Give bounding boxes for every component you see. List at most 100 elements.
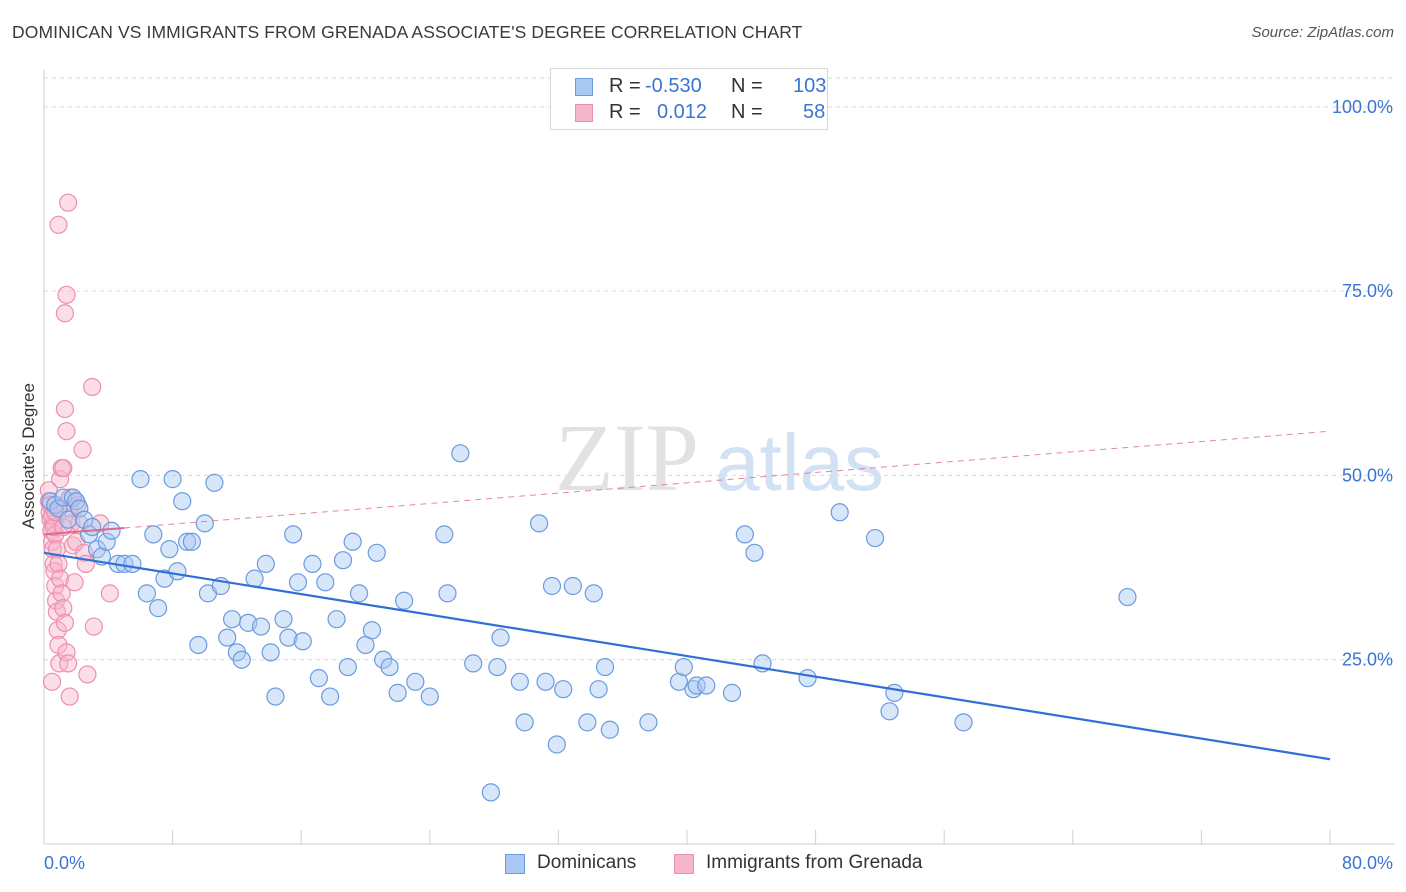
dominican-point — [163, 470, 182, 489]
dominican-point — [160, 540, 179, 559]
grenada-point — [100, 584, 120, 603]
dominican-point — [451, 444, 470, 463]
dominican-point — [438, 584, 457, 603]
legend-r-label: R = — [609, 75, 641, 97]
dominican-point — [251, 617, 271, 636]
dominican-point — [173, 492, 192, 511]
grenada-point — [57, 422, 76, 441]
grenada-point — [83, 377, 102, 397]
grenada-point — [55, 613, 74, 632]
dominican-point — [554, 680, 573, 699]
dominican-point — [687, 676, 706, 695]
dominican-point — [102, 521, 121, 540]
dominican-point — [1118, 587, 1137, 607]
dominican-point — [367, 543, 386, 562]
dominican-point — [362, 621, 382, 640]
dominican-point — [256, 554, 275, 573]
dominican-point — [205, 473, 224, 492]
legend-n-value: 58 — [803, 101, 826, 123]
legend-label: Immigrants from Grenada — [706, 852, 923, 873]
correlation-legend: R = -0.530 N = 103 R = 0.012 N = 58 — [550, 68, 828, 130]
dominican-point — [954, 713, 973, 732]
dominican-point — [137, 584, 156, 603]
grenada-point — [49, 215, 68, 234]
dominican-point — [491, 628, 510, 647]
dominican-point — [288, 573, 308, 592]
x-tick-label-min: 0.0% — [44, 853, 85, 873]
grenada-point — [78, 665, 97, 684]
y-tick-label: 25.0% — [1342, 650, 1393, 670]
dominican-point — [865, 528, 885, 548]
dominican-trend-line — [43, 551, 1331, 761]
dominican-point — [464, 654, 483, 673]
legend-n-label: N = — [731, 101, 763, 123]
dominican-points — [41, 444, 1137, 802]
x-tick-label-max: 80.0% — [1342, 853, 1393, 873]
dominican-point — [195, 514, 214, 533]
dominican-point — [435, 525, 454, 544]
grenada-point — [84, 617, 103, 636]
dominican-point — [266, 687, 285, 706]
dominican-point — [293, 632, 312, 651]
dominican-point — [222, 610, 242, 629]
dominican-point — [131, 470, 150, 489]
dominican-point — [578, 713, 597, 732]
axes — [43, 70, 1395, 845]
grenada-point — [60, 687, 79, 706]
dominican-point — [722, 683, 742, 702]
legend-label: Dominicans — [537, 852, 637, 873]
dominican-point — [59, 510, 78, 529]
dominican-point — [406, 672, 425, 691]
dominican-point — [123, 554, 142, 573]
dominican-point — [168, 562, 187, 581]
watermark-zip: ZIP — [555, 404, 699, 511]
legend-r-value: 0.012 — [657, 101, 708, 123]
legend-swatch-pink — [575, 104, 593, 122]
legend-n-value: 103 — [793, 75, 827, 97]
dominican-point — [303, 554, 322, 573]
grid-lines — [44, 77, 1395, 661]
dominican-point — [745, 543, 764, 562]
tick-labels: 25.0% 50.0% 75.0% 100.0% 0.0% 80.0% — [44, 97, 1393, 873]
dominican-point — [218, 628, 237, 647]
grenada-point — [48, 621, 67, 640]
dominican-point — [232, 650, 251, 669]
dominican-point — [327, 610, 346, 629]
legend-r-value: -0.530 — [645, 75, 702, 97]
y-tick-label: 75.0% — [1342, 281, 1393, 301]
grenada-point — [52, 584, 71, 603]
grenada-point — [57, 285, 76, 304]
dominican-point — [547, 735, 566, 754]
dominican-point — [349, 584, 369, 603]
legend-r-label: R = — [609, 101, 641, 123]
dominican-point — [144, 525, 163, 544]
dominican-point — [536, 672, 555, 691]
y-tick-label: 100.0% — [1332, 97, 1393, 117]
grenada-point — [65, 573, 84, 592]
dominican-point — [284, 525, 303, 544]
chart-title: DOMINICAN VS IMMIGRANTS FROM GRENADA ASS… — [12, 22, 803, 42]
dominican-point — [177, 532, 197, 551]
dominican-point — [530, 514, 549, 533]
dominican-point — [798, 669, 817, 688]
dominican-point — [261, 643, 280, 662]
dominican-point — [321, 687, 340, 706]
dominican-point — [830, 503, 849, 522]
dominican-point — [338, 657, 357, 677]
legend-swatch-blue — [575, 78, 593, 96]
dominican-point — [600, 720, 619, 739]
dominican-point — [309, 669, 328, 688]
dominican-point — [563, 576, 582, 596]
dominican-point — [333, 551, 353, 570]
dominican-point — [279, 628, 298, 647]
grenada-point — [73, 440, 92, 459]
dominican-point — [380, 657, 399, 677]
legend-swatch-pink — [674, 854, 694, 874]
dominican-point — [674, 657, 693, 677]
grenada-point — [54, 458, 73, 478]
grenada-trend-line-solid — [43, 526, 125, 536]
dominican-point — [274, 610, 293, 629]
watermark-atlas: atlas — [715, 418, 884, 507]
dominican-point — [189, 635, 208, 655]
dominican-point — [488, 657, 507, 677]
